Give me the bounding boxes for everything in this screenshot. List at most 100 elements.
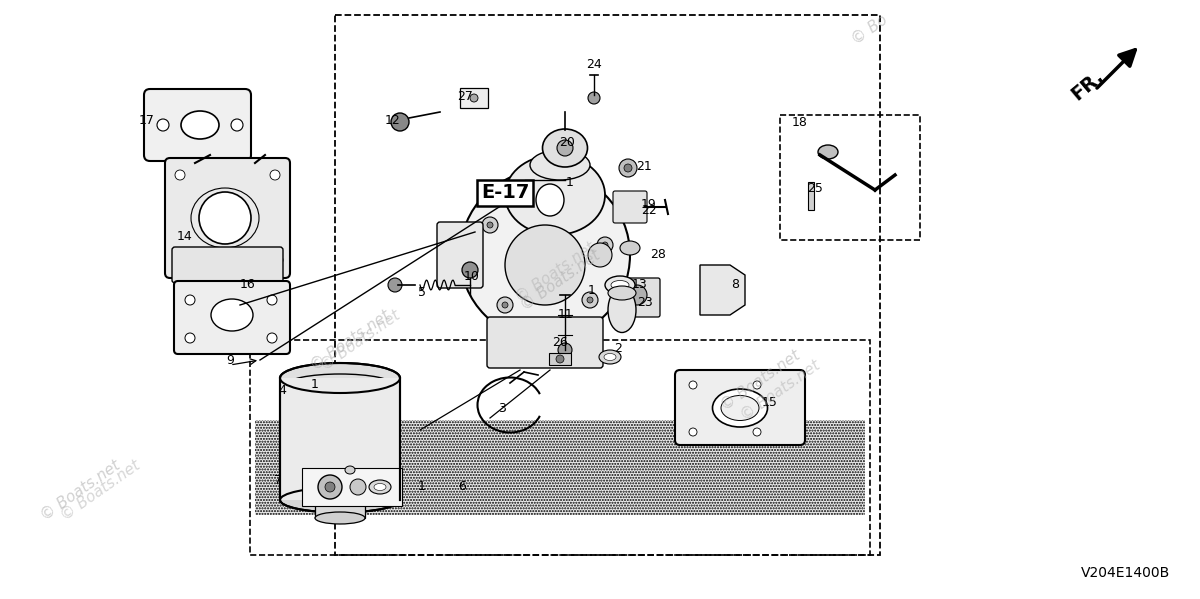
Text: 26: 26 [552,337,568,349]
Circle shape [318,475,342,499]
Ellipse shape [374,483,386,491]
Text: 13: 13 [632,279,648,292]
Ellipse shape [721,395,760,420]
Circle shape [588,92,600,104]
Text: 6: 6 [458,480,466,494]
Text: © Boats.net: © Boats.net [58,457,143,523]
Text: 23: 23 [637,297,653,310]
Circle shape [754,381,761,389]
Text: © Boats.net: © Boats.net [512,239,598,305]
Text: © Bo: © Bo [850,13,890,47]
Circle shape [558,343,572,357]
Text: 2: 2 [614,341,622,355]
FancyBboxPatch shape [437,222,482,288]
Text: E-17: E-17 [481,183,529,202]
Text: 14: 14 [178,231,193,244]
Text: 24: 24 [586,59,602,71]
Ellipse shape [211,299,253,331]
Ellipse shape [314,512,365,524]
Circle shape [185,333,194,343]
Circle shape [462,262,478,278]
Ellipse shape [460,170,630,340]
Circle shape [619,159,637,177]
Text: 9: 9 [226,353,234,367]
Ellipse shape [280,363,400,393]
Circle shape [325,482,335,492]
Circle shape [470,94,478,102]
Text: 22: 22 [641,204,656,216]
Bar [808,182,814,210]
Text: © Boats.net: © Boats.net [37,457,122,523]
Text: 1: 1 [566,177,574,189]
Text: 10: 10 [464,271,480,283]
Circle shape [185,295,194,305]
Circle shape [557,140,574,156]
FancyBboxPatch shape [618,278,660,317]
Text: © Boats.net: © Boats.net [517,247,602,313]
Bar [335,15,880,555]
Text: 4: 4 [278,383,286,397]
Ellipse shape [599,350,622,364]
Text: 7: 7 [274,473,282,486]
Circle shape [482,217,498,233]
Circle shape [350,479,366,495]
Circle shape [502,302,508,308]
FancyBboxPatch shape [613,191,647,223]
Text: 8: 8 [731,279,739,292]
Bar [256,420,865,515]
Text: 12: 12 [385,113,401,126]
Text: 18: 18 [792,116,808,129]
Text: 5: 5 [418,286,426,298]
Text: FR.: FR. [1068,66,1108,104]
Polygon shape [700,265,745,315]
FancyBboxPatch shape [166,158,290,278]
Text: © Boats.net: © Boats.net [738,357,822,423]
Ellipse shape [530,150,590,180]
Text: © Boats.net: © Boats.net [718,347,803,413]
Circle shape [270,170,280,180]
Ellipse shape [608,288,636,332]
Text: 16: 16 [240,279,256,292]
Ellipse shape [370,480,391,494]
Text: 20: 20 [559,137,575,150]
Ellipse shape [818,145,838,159]
Text: 15: 15 [762,397,778,410]
Bar [314,500,365,518]
Ellipse shape [713,389,768,427]
Circle shape [754,428,761,436]
Ellipse shape [620,241,640,255]
Text: 11: 11 [558,308,574,322]
Bar [460,88,488,108]
Circle shape [274,255,283,265]
Circle shape [497,297,514,313]
Text: 1: 1 [311,379,319,392]
FancyBboxPatch shape [174,281,290,354]
FancyBboxPatch shape [144,89,251,161]
Circle shape [689,381,697,389]
Circle shape [587,297,593,303]
Bar [250,340,870,555]
Text: 1: 1 [588,283,596,297]
Text: 17: 17 [139,113,155,126]
Circle shape [628,285,647,305]
Text: 27: 27 [457,90,473,104]
Text: 19: 19 [641,198,656,211]
FancyBboxPatch shape [487,317,604,368]
Text: 3: 3 [498,401,506,415]
Circle shape [588,243,612,267]
Ellipse shape [505,225,586,305]
Ellipse shape [604,353,616,361]
Circle shape [266,295,277,305]
FancyBboxPatch shape [674,370,805,445]
Circle shape [598,237,613,253]
Circle shape [624,164,632,172]
Text: 28: 28 [650,249,666,262]
Circle shape [157,119,169,131]
Circle shape [602,242,608,248]
Circle shape [266,333,277,343]
Ellipse shape [542,129,588,167]
Bar [780,115,920,240]
Ellipse shape [611,280,629,289]
Text: V204E1400B: V204E1400B [1081,566,1170,580]
Circle shape [689,428,697,436]
